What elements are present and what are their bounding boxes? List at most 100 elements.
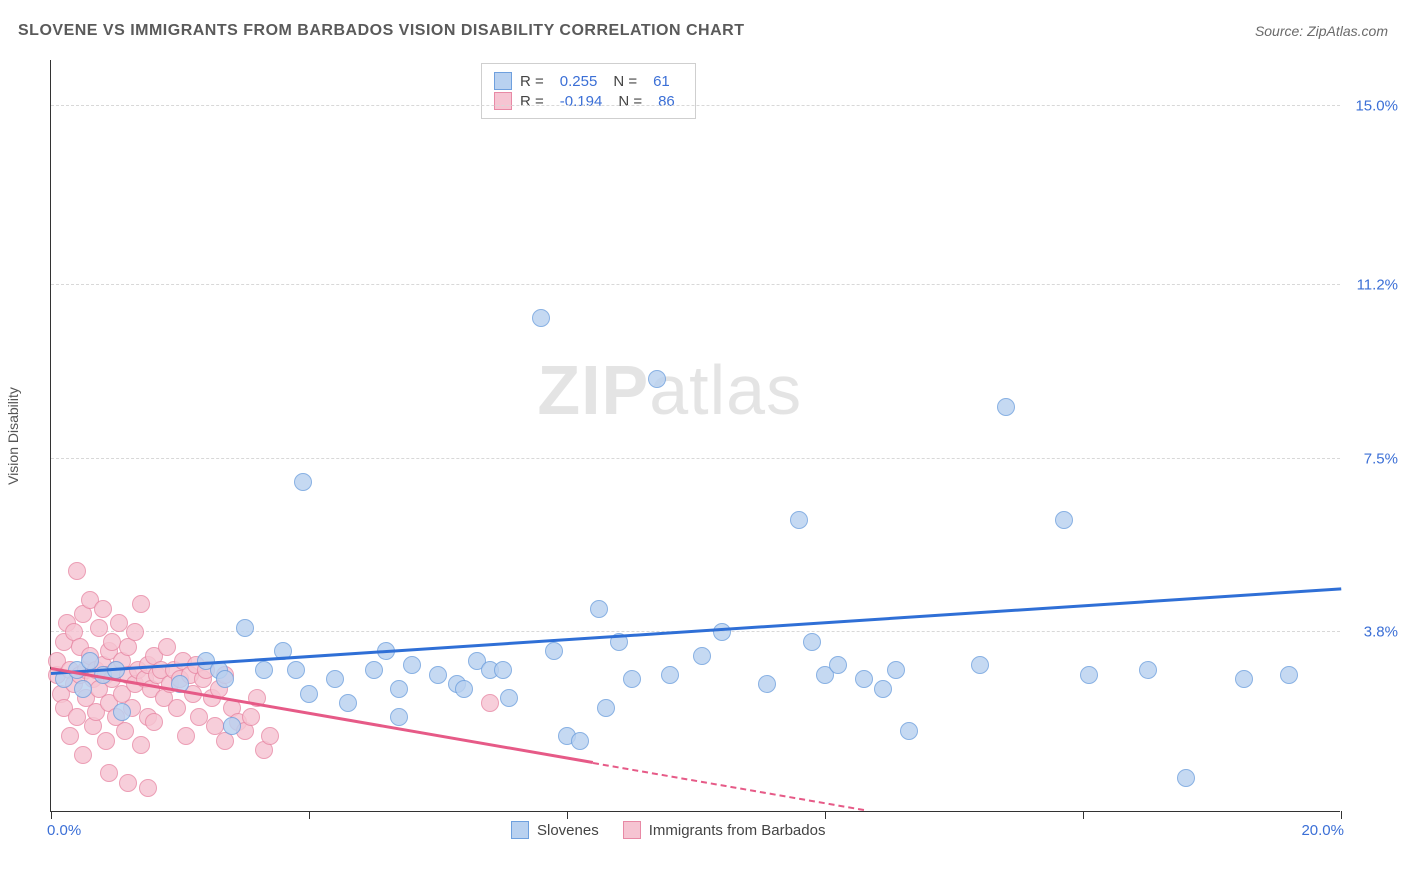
legend-swatch-0 xyxy=(511,821,529,839)
scatter-point xyxy=(648,370,666,388)
trend-line xyxy=(593,762,864,811)
legend-label-1: Immigrants from Barbados xyxy=(649,822,826,839)
scatter-point xyxy=(158,638,176,656)
chart-title: SLOVENE VS IMMIGRANTS FROM BARBADOS VISI… xyxy=(18,22,744,40)
n-value-1: 86 xyxy=(658,93,675,110)
n-label: N = xyxy=(618,93,642,110)
scatter-point xyxy=(97,732,115,750)
scatter-point xyxy=(1055,511,1073,529)
scatter-point xyxy=(216,670,234,688)
gridline xyxy=(51,458,1340,459)
y-tick-label: 11.2% xyxy=(1357,276,1398,293)
scatter-point xyxy=(365,661,383,679)
r-value-0: 0.255 xyxy=(560,73,598,90)
scatter-point xyxy=(997,398,1015,416)
y-tick-label: 15.0% xyxy=(1355,98,1398,115)
scatter-point xyxy=(300,685,318,703)
legend-item-0: Slovenes xyxy=(511,821,599,839)
scatter-point xyxy=(971,656,989,674)
scatter-point xyxy=(790,511,808,529)
y-axis-label: Vision Disability xyxy=(5,387,21,485)
scatter-point xyxy=(623,670,641,688)
scatter-point xyxy=(145,713,163,731)
scatter-point xyxy=(1235,670,1253,688)
scatter-point xyxy=(126,623,144,641)
scatter-point xyxy=(900,722,918,740)
legend-swatch-1 xyxy=(623,821,641,839)
legend-label-0: Slovenes xyxy=(537,822,599,839)
gridline xyxy=(51,284,1340,285)
scatter-point xyxy=(68,562,86,580)
chart-header: SLOVENE VS IMMIGRANTS FROM BARBADOS VISI… xyxy=(18,22,1388,40)
scatter-point xyxy=(713,623,731,641)
scatter-point xyxy=(597,699,615,717)
y-tick-label: 7.5% xyxy=(1364,450,1398,467)
scatter-point xyxy=(74,680,92,698)
x-tick xyxy=(309,811,310,819)
scatter-point xyxy=(1280,666,1298,684)
source-label: Source: ZipAtlas.com xyxy=(1255,23,1388,39)
scatter-point xyxy=(874,680,892,698)
stats-legend: R = 0.255 N = 61 R = -0.194 N = 86 xyxy=(481,63,696,119)
scatter-point xyxy=(500,689,518,707)
r-label: R = xyxy=(520,73,544,90)
scatter-point xyxy=(223,717,241,735)
scatter-point xyxy=(326,670,344,688)
scatter-point xyxy=(693,647,711,665)
scatter-point xyxy=(119,774,137,792)
n-label: N = xyxy=(613,73,637,90)
scatter-point xyxy=(287,661,305,679)
scatter-point xyxy=(494,661,512,679)
scatter-point xyxy=(661,666,679,684)
scatter-point xyxy=(887,661,905,679)
stats-row-1: R = -0.194 N = 86 xyxy=(494,92,683,110)
scatter-point xyxy=(116,722,134,740)
r-label: R = xyxy=(520,93,544,110)
scatter-point xyxy=(61,727,79,745)
scatter-point xyxy=(545,642,563,660)
scatter-point xyxy=(829,656,847,674)
scatter-point xyxy=(168,699,186,717)
x-max-label: 20.0% xyxy=(1301,822,1344,839)
x-tick xyxy=(825,811,826,819)
gridline xyxy=(51,105,1340,106)
scatter-point xyxy=(261,727,279,745)
scatter-point xyxy=(139,779,157,797)
scatter-point xyxy=(94,600,112,618)
scatter-point xyxy=(74,746,92,764)
bottom-legend: Slovenes Immigrants from Barbados xyxy=(511,821,825,839)
scatter-point xyxy=(390,708,408,726)
scatter-point xyxy=(242,708,260,726)
scatter-point xyxy=(758,675,776,693)
scatter-point xyxy=(455,680,473,698)
scatter-point xyxy=(339,694,357,712)
scatter-point xyxy=(68,708,86,726)
y-tick-label: 3.8% xyxy=(1364,624,1398,641)
scatter-point xyxy=(1139,661,1157,679)
scatter-point xyxy=(190,708,208,726)
scatter-point xyxy=(855,670,873,688)
scatter-point xyxy=(100,764,118,782)
scatter-point xyxy=(177,727,195,745)
legend-item-1: Immigrants from Barbados xyxy=(623,821,826,839)
x-tick xyxy=(1341,811,1342,819)
scatter-point xyxy=(390,680,408,698)
swatch-series-0 xyxy=(494,72,512,90)
scatter-point xyxy=(403,656,421,674)
scatter-point xyxy=(294,473,312,491)
watermark-bold: ZIP xyxy=(537,351,649,429)
scatter-point xyxy=(1177,769,1195,787)
scatter-point xyxy=(481,694,499,712)
scatter-point xyxy=(532,309,550,327)
chart-container: Vision Disability ZIPatlas R = 0.255 N =… xyxy=(50,60,1358,830)
r-value-1: -0.194 xyxy=(560,93,603,110)
x-tick xyxy=(51,811,52,819)
scatter-point xyxy=(429,666,447,684)
swatch-series-1 xyxy=(494,92,512,110)
scatter-point xyxy=(132,736,150,754)
stats-row-0: R = 0.255 N = 61 xyxy=(494,72,683,90)
scatter-point xyxy=(1080,666,1098,684)
scatter-point xyxy=(113,703,131,721)
scatter-point xyxy=(255,661,273,679)
x-tick xyxy=(567,811,568,819)
